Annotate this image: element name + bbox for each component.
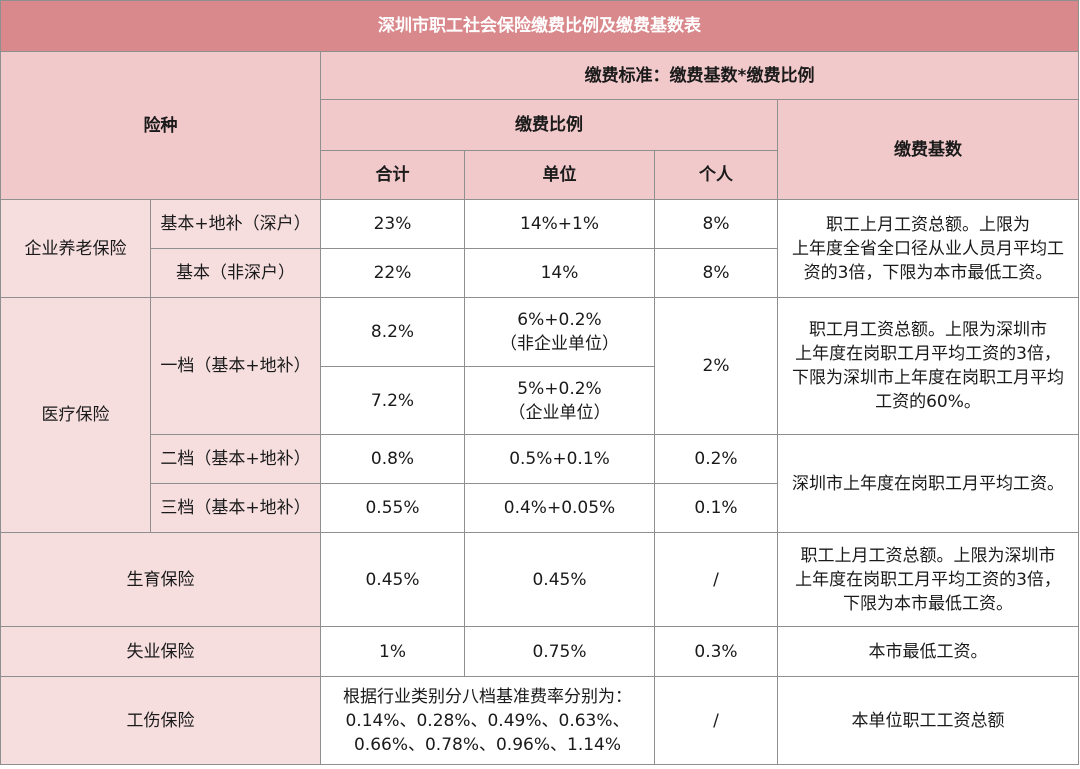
header-insurance-type[interactable]: 险种 — [0, 51, 321, 200]
maternity-base-line-3: 下限为本市最低工资。 — [843, 593, 1014, 614]
medical-tier3-employer[interactable]: 0.4%+0.05% — [464, 483, 655, 533]
medical-tier1-base[interactable]: 职工月工资总额。上限为深圳市 上年度在岗职工月平均工资的3倍， 下限为深圳市上年… — [776, 297, 1080, 435]
unemployment-individual[interactable]: 0.3% — [654, 626, 778, 677]
medical-base-line-2: 上年度在岗职工月平均工资的3倍， — [795, 344, 1061, 364]
header-total[interactable]: 合计 — [320, 150, 465, 200]
pension-name[interactable]: 企业养老保险 — [0, 199, 151, 298]
injury-name[interactable]: 工伤保险 — [0, 676, 321, 765]
medical-base-line-1: 职工月工资总额。上限为深圳市 — [809, 320, 1048, 340]
title-row: 深圳市职工社会保险缴费比例及缴费基数表 — [0, 0, 1080, 52]
header-row-2: 缴费比例 缴费基数 — [1, 99, 1080, 200]
pension-base-line-2: 上年度全省全口径从业人员月平均工 — [792, 238, 1065, 259]
medical-tier1-employer-2-rate: 5%+0.2% — [517, 378, 602, 399]
injury-rates[interactable]: 根据行业类别分八档基准费率分别为： 0.14%、0.28%、0.49%、0.63… — [320, 676, 655, 765]
header-employer[interactable]: 单位 — [464, 150, 655, 200]
pension-total-2[interactable]: 22% — [320, 248, 465, 298]
maternity-base-line-2: 上年度在岗职工月平均工资的3倍， — [795, 569, 1061, 590]
medical-tier1-employer-2-note: （企业单位） — [508, 402, 611, 423]
injury-row: 工伤保险 根据行业类别分八档基准费率分别为： 0.14%、0.28%、0.49%… — [0, 676, 1080, 765]
pension-employer-1[interactable]: 14%+1% — [464, 199, 655, 249]
pension-base-line-3: 资的3倍，下限为本市最低工资。 — [803, 262, 1053, 283]
medical-row-1: 医疗保险 一档（基本+地补） 8.2% 6%+0.2% （非企业单位） 2% 职… — [0, 297, 1080, 533]
medical-tier3-total[interactable]: 0.55% — [320, 483, 465, 533]
medical-row-4: 三档（基本+地补） 0.55% 0.4%+0.05% 0.1% — [1, 483, 1079, 533]
medical-tier1-employer-1-note: （非企业单位） — [500, 334, 619, 354]
header-row-3: 合计 单位 个人 — [1, 150, 1079, 200]
pension-row-2: 基本（非深户） 22% 14% 8% — [1, 248, 1079, 298]
maternity-base-line-1: 职工上月工资总额。上限为深圳市 — [800, 545, 1056, 566]
medical-base-line-4: 工资的60%。 — [875, 392, 981, 412]
medical-tier1-total-1[interactable]: 8.2% — [320, 297, 465, 367]
unemployment-total[interactable]: 1% — [320, 626, 465, 677]
pension-row-1: 企业养老保险 基本+地补（深户） 23% 14%+1% 8% 职工上月工资总额。… — [0, 199, 1080, 298]
header-row-1: 险种 缴费标准：缴费基数*缴费比例 — [0, 51, 1080, 200]
medical-base-line-3: 下限为深圳市上年度在岗职工月平均 — [792, 368, 1065, 388]
medical-tier1-employer-2[interactable]: 5%+0.2% （企业单位） — [464, 366, 655, 435]
medical-tier2-sub[interactable]: 二档（基本+地补） — [150, 434, 321, 484]
maternity-base[interactable]: 职工上月工资总额。上限为深圳市 上年度在岗职工月平均工资的3倍， 下限为本市最低… — [776, 532, 1080, 627]
medical-tier1-sub[interactable]: 一档（基本+地补） — [150, 297, 321, 435]
header-individual[interactable]: 个人 — [654, 150, 778, 200]
maternity-employer[interactable]: 0.45% — [464, 532, 655, 627]
medical-tier1-total-2[interactable]: 7.2% — [320, 366, 465, 435]
medical-row-3: 二档（基本+地补） 0.8% 0.5%+0.1% 0.2% 深圳市上年度在岗职工… — [1, 434, 1080, 533]
table-title: 深圳市职工社会保险缴费比例及缴费基数表 — [0, 0, 1080, 52]
injury-base[interactable]: 本单位职工工资总额 — [776, 676, 1080, 765]
maternity-name[interactable]: 生育保险 — [0, 532, 321, 627]
unemployment-name[interactable]: 失业保险 — [0, 626, 321, 677]
medical-tier23-base[interactable]: 深圳市上年度在岗职工月平均工资。 — [776, 434, 1080, 533]
header-payment-base[interactable]: 缴费基数 — [776, 99, 1080, 200]
header-payment-ratio[interactable]: 缴费比例 — [320, 99, 778, 151]
pension-total-1[interactable]: 23% — [320, 199, 465, 249]
unemployment-employer[interactable]: 0.75% — [464, 626, 655, 677]
maternity-row: 生育保险 0.45% 0.45% / 职工上月工资总额。上限为深圳市 上年度在岗… — [0, 532, 1080, 627]
injury-individual[interactable]: / — [654, 676, 778, 765]
medical-tier1-individual[interactable]: 2% — [654, 297, 778, 435]
medical-tier2-individual[interactable]: 0.2% — [654, 434, 778, 484]
pension-individual-1[interactable]: 8% — [654, 199, 778, 249]
injury-rate-line-2: 0.14%、0.28%、0.49%、0.63%、 — [345, 710, 630, 731]
injury-rate-line-1: 根据行业类别分八档基准费率分别为： — [343, 686, 632, 707]
pension-sub-2[interactable]: 基本（非深户） — [150, 248, 321, 298]
medical-row-2: 7.2% 5%+0.2% （企业单位） — [1, 366, 1079, 435]
unemployment-row: 失业保险 1% 0.75% 0.3% 本市最低工资。 — [0, 626, 1080, 677]
medical-tier2-employer[interactable]: 0.5%+0.1% — [464, 434, 655, 484]
header-payment-standard[interactable]: 缴费标准：缴费基数*缴费比例 — [319, 51, 1080, 100]
medical-tier3-individual[interactable]: 0.1% — [654, 483, 778, 533]
pension-base-line-1: 职工上月工资总额。上限为 — [826, 214, 1031, 235]
pension-base[interactable]: 职工上月工资总额。上限为 上年度全省全口径从业人员月平均工 资的3倍，下限为本市… — [776, 199, 1080, 298]
pension-employer-2[interactable]: 14% — [464, 248, 655, 298]
maternity-individual[interactable]: / — [654, 532, 778, 627]
unemployment-base[interactable]: 本市最低工资。 — [776, 626, 1080, 677]
medical-tier1-employer-1-rate: 6%+0.2% — [517, 310, 602, 330]
pension-individual-2[interactable]: 8% — [654, 248, 778, 298]
medical-tier3-sub[interactable]: 三档（基本+地补） — [150, 483, 321, 533]
medical-name[interactable]: 医疗保险 — [0, 297, 151, 533]
maternity-total[interactable]: 0.45% — [320, 532, 465, 627]
medical-tier2-total[interactable]: 0.8% — [320, 434, 465, 484]
injury-rate-line-3: 0.66%、0.78%、0.96%、1.14% — [353, 734, 622, 755]
medical-tier1-employer-1[interactable]: 6%+0.2% （非企业单位） — [464, 297, 655, 367]
pension-sub-1[interactable]: 基本+地补（深户） — [150, 199, 321, 249]
